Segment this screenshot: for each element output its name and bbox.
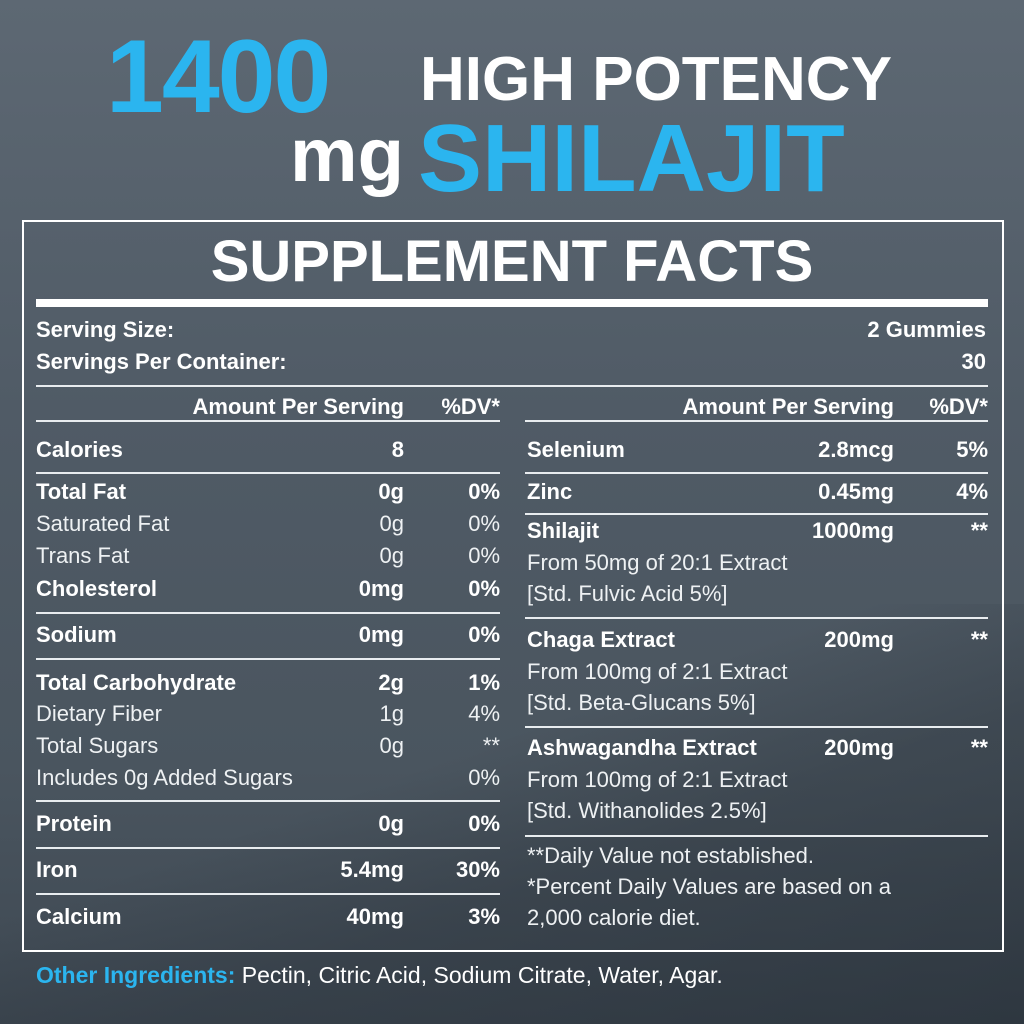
nutrient-name: Includes 0g Added Sugars [36, 765, 293, 790]
row-divider [525, 513, 988, 515]
row-divider [525, 420, 988, 422]
nutrient-amount: 8 [391, 437, 404, 462]
nutrient-name: Protein [36, 811, 112, 836]
nutrient-dv: ** [482, 733, 500, 758]
nutrient-dv: 30% [455, 857, 500, 882]
nutrient-name: Total Carbohydrate [36, 670, 237, 695]
ingredient-name: Shilajit [527, 518, 600, 543]
facts-title: SUPPLEMENT FACTS [210, 229, 814, 294]
right-amount-header: Amount Per Serving [682, 394, 894, 419]
nutrient-amount: 1g [379, 701, 404, 726]
thick-divider [36, 299, 988, 307]
ingredient-name: Ashwagandha Extract [527, 735, 757, 760]
ingredient-name: From 100mg of 2:1 Extract [527, 767, 788, 792]
ingredient-dv: 4% [956, 479, 988, 504]
ingredient-amount: 200mg [824, 735, 894, 760]
row-divider [36, 893, 500, 895]
serving-size-value: 2 Gummies [867, 317, 986, 342]
nutrient-dv: 3% [468, 904, 500, 929]
nutrient-dv: 4% [468, 701, 500, 726]
nutrient-amount: 40mg [346, 904, 404, 929]
nutrient-name: Saturated Fat [36, 511, 170, 536]
nutrient-amount: 2g [378, 670, 404, 695]
headline-high-potency: HIGH POTENCY [420, 45, 892, 114]
other-ingredients-label: Other Ingredients: [36, 962, 236, 988]
mountain-background [0, 604, 1024, 1024]
row-divider [36, 420, 500, 422]
ingredient-name: *Percent Daily Values are based on a [527, 874, 892, 899]
nutrient-name: Total Fat [36, 479, 127, 504]
row-divider [36, 800, 500, 802]
ingredient-name: [Std. Withanolides 2.5%] [527, 798, 767, 823]
left-amount-header: Amount Per Serving [192, 394, 404, 419]
ingredient-amount: 0.45mg [818, 479, 894, 504]
nutrient-amount: 0mg [358, 622, 404, 647]
nutrient-name: Sodium [36, 622, 117, 647]
nutrient-dv: 0% [468, 479, 500, 504]
nutrient-dv: 0% [468, 811, 500, 836]
supplement-facts-panel [22, 220, 1004, 952]
divider [36, 385, 988, 387]
ingredient-amount: 200mg [824, 627, 894, 652]
headline-unit: mg [290, 113, 404, 198]
ingredient-name: 2,000 calorie diet. [527, 905, 701, 930]
nutrient-amount: 0mg [358, 576, 404, 601]
row-divider [36, 658, 500, 660]
nutrient-dv: 0% [468, 543, 500, 568]
ingredient-name: Chaga Extract [527, 627, 675, 652]
nutrient-name: Total Sugars [36, 733, 159, 758]
nutrient-name: Calories [36, 437, 123, 462]
ingredient-amount: 1000mg [812, 518, 894, 543]
nutrient-name: Iron [36, 857, 78, 882]
right-dv-header: %DV* [929, 394, 988, 419]
other-ingredients-text: Pectin, Citric Acid, Sodium Citrate, Wat… [241, 962, 723, 988]
ingredient-name: [Std. Fulvic Acid 5%] [527, 581, 728, 606]
nutrient-name: Calcium [36, 904, 122, 929]
nutrient-name: Dietary Fiber [36, 701, 162, 726]
other-ingredients: Other Ingredients: Pectin, Citric Acid, … [36, 962, 723, 989]
row-divider [36, 472, 500, 474]
nutrient-dv: 0% [468, 765, 500, 790]
ingredient-name: **Daily Value not established. [527, 843, 814, 868]
ingredient-name: Zinc [527, 479, 573, 504]
row-divider [525, 617, 988, 619]
ingredient-dv: ** [970, 518, 988, 543]
nutrient-dv: 1% [468, 670, 500, 695]
serving-size-label: Serving Size: [36, 317, 175, 342]
row-divider [36, 612, 500, 614]
nutrient-dv: 0% [468, 511, 500, 536]
headline-amount: 1400 [106, 19, 331, 135]
ingredient-dv: ** [970, 735, 988, 760]
ingredient-name: From 100mg of 2:1 Extract [527, 659, 788, 684]
ingredient-amount: 2.8mcg [818, 437, 894, 462]
nutrient-name: Trans Fat [36, 543, 130, 568]
ingredient-name: [Std. Beta-Glucans 5%] [527, 690, 756, 715]
row-divider [525, 472, 988, 474]
headline-product: SHILAJIT [418, 105, 845, 212]
nutrient-dv: 0% [468, 576, 500, 601]
row-divider [525, 835, 988, 837]
nutrient-amount: 0g [378, 479, 404, 504]
row-divider [36, 847, 500, 849]
ingredient-name: From 50mg of 20:1 Extract [527, 550, 788, 575]
nutrient-amount: 0g [379, 733, 404, 758]
servings-value: 30 [961, 349, 986, 374]
ingredient-name: Selenium [527, 437, 625, 462]
nutrient-dv: 0% [468, 622, 500, 647]
row-divider [525, 726, 988, 728]
ingredient-dv: ** [970, 627, 988, 652]
nutrient-amount: 0g [379, 511, 404, 536]
ingredient-dv: 5% [956, 437, 988, 462]
servings-label: Servings Per Container: [36, 349, 287, 374]
left-dv-header: %DV* [441, 394, 500, 419]
nutrient-amount: 0g [378, 811, 404, 836]
nutrient-name: Cholesterol [36, 576, 158, 601]
nutrient-amount: 5.4mg [340, 857, 404, 882]
nutrient-amount: 0g [379, 543, 404, 568]
